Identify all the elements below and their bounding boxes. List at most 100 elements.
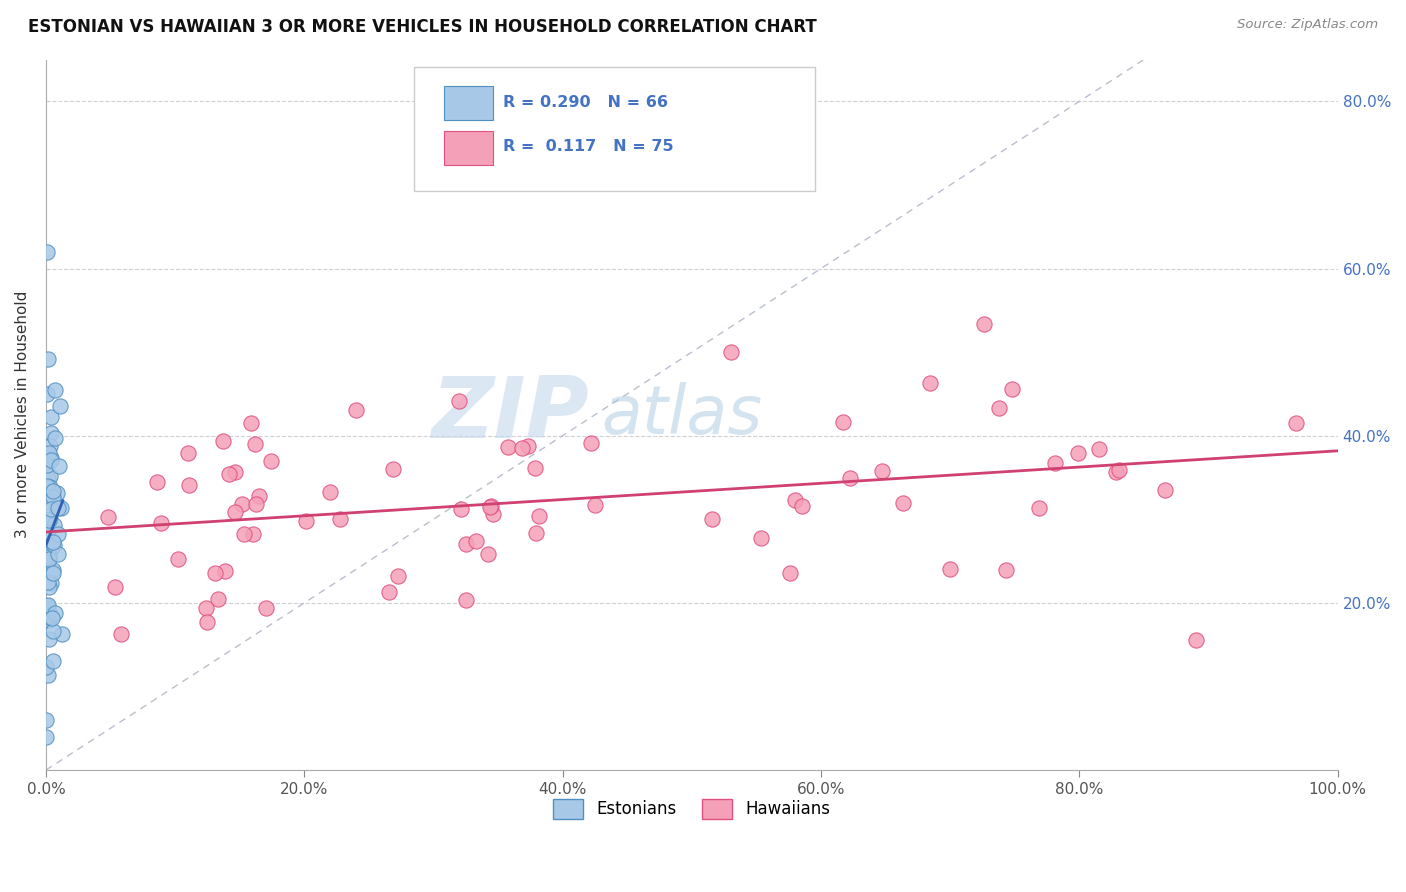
Point <box>779 566 801 581</box>
Point <box>38 605 60 619</box>
Point <box>35 555 58 569</box>
Point <box>477 547 499 561</box>
Point <box>42 566 65 581</box>
Point <box>1088 442 1111 456</box>
Point <box>1154 483 1177 497</box>
Point <box>790 499 813 513</box>
Point <box>37 387 59 401</box>
Point <box>478 500 501 514</box>
Point <box>35 730 58 744</box>
Point <box>41 490 63 504</box>
Point <box>579 436 602 450</box>
Point <box>44 383 66 397</box>
Point <box>456 593 478 607</box>
Point <box>233 527 256 541</box>
Point <box>37 512 59 526</box>
Point <box>891 495 914 509</box>
Point <box>783 492 806 507</box>
Point <box>42 518 65 533</box>
Point <box>167 552 190 566</box>
Point <box>37 472 59 486</box>
Point <box>39 576 62 591</box>
Point <box>482 508 505 522</box>
Point <box>37 575 59 590</box>
Point <box>838 470 860 484</box>
Point <box>38 552 60 566</box>
FancyBboxPatch shape <box>444 130 494 165</box>
FancyBboxPatch shape <box>444 86 494 120</box>
Point <box>42 484 65 499</box>
Point <box>37 513 59 527</box>
FancyBboxPatch shape <box>415 67 814 191</box>
Point <box>231 497 253 511</box>
Point <box>1067 446 1090 460</box>
Point <box>254 600 277 615</box>
Point <box>42 624 65 639</box>
Point <box>583 498 606 512</box>
Point <box>39 426 62 441</box>
Point <box>35 524 58 539</box>
Point <box>37 351 59 366</box>
Point <box>44 606 66 620</box>
Point <box>38 446 60 460</box>
Point <box>37 599 59 614</box>
Point <box>1104 465 1126 479</box>
Point <box>524 525 547 540</box>
Point <box>195 615 218 630</box>
Text: R = 0.290   N = 66: R = 0.290 N = 66 <box>503 95 668 110</box>
Point <box>207 592 229 607</box>
Point <box>38 469 60 483</box>
Point <box>387 569 409 583</box>
Point <box>382 461 405 475</box>
Point <box>38 580 60 594</box>
Point <box>38 549 60 564</box>
Point <box>37 667 59 681</box>
Point <box>177 446 200 460</box>
Point <box>239 416 262 430</box>
Point <box>194 601 217 615</box>
Point <box>51 627 73 641</box>
Point <box>35 602 58 616</box>
Point <box>48 458 70 473</box>
Point <box>42 563 65 577</box>
Y-axis label: 3 or more Vehicles in Household: 3 or more Vehicles in Household <box>15 291 30 539</box>
Point <box>35 536 58 550</box>
Point <box>1184 633 1206 648</box>
Point <box>245 497 267 511</box>
Point <box>973 317 995 331</box>
Point <box>39 541 62 556</box>
Point <box>496 440 519 454</box>
Point <box>39 452 62 467</box>
Text: R =  0.117   N = 75: R = 0.117 N = 75 <box>503 139 673 154</box>
Point <box>294 514 316 528</box>
Point <box>38 632 60 646</box>
Point <box>211 434 233 448</box>
Point <box>918 376 941 390</box>
Point <box>37 458 59 472</box>
Point <box>104 580 127 594</box>
Point <box>44 431 66 445</box>
Point <box>42 539 65 553</box>
Point <box>447 393 470 408</box>
Point <box>38 439 60 453</box>
Point <box>1001 383 1024 397</box>
Point <box>1028 500 1050 515</box>
Point <box>831 415 853 429</box>
Point <box>35 608 58 623</box>
Point <box>177 478 200 492</box>
Point <box>204 566 226 580</box>
Point <box>35 713 58 727</box>
Point <box>48 527 70 541</box>
Point <box>872 464 894 478</box>
Point <box>1284 416 1306 430</box>
Point <box>49 399 72 413</box>
Point <box>319 485 342 500</box>
Point <box>1108 463 1130 477</box>
Point <box>38 613 60 627</box>
Point <box>346 403 368 417</box>
Point <box>149 516 172 531</box>
Point <box>46 501 69 516</box>
Point <box>1043 456 1066 470</box>
Point <box>39 537 62 551</box>
Text: ESTONIAN VS HAWAIIAN 3 OR MORE VEHICLES IN HOUSEHOLD CORRELATION CHART: ESTONIAN VS HAWAIIAN 3 OR MORE VEHICLES … <box>28 18 817 36</box>
